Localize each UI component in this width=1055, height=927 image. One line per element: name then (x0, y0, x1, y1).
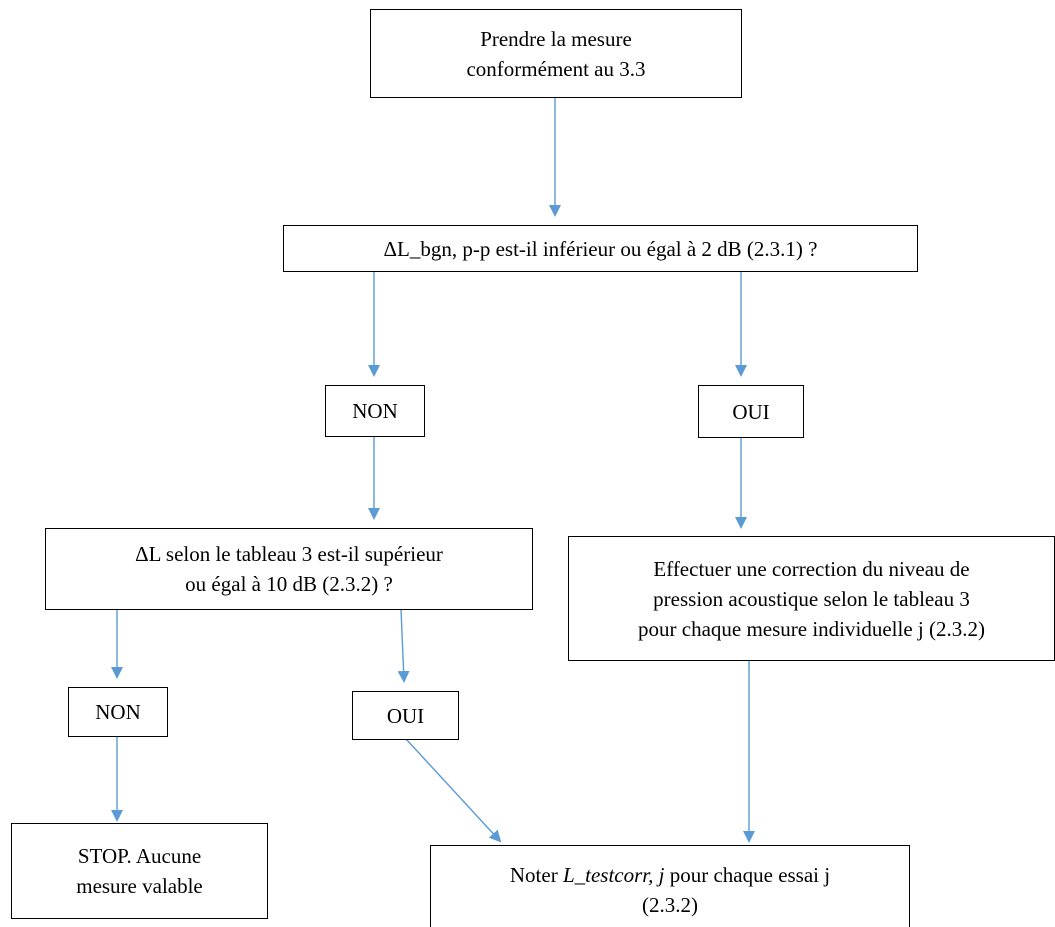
no2-text: NON (95, 700, 141, 724)
start-box: Prendre la mesure conformément au 3.3 (370, 9, 742, 98)
question2-line-2: ou égal à 10 dB (2.3.2) ? (185, 572, 393, 596)
arrow-yes2-to-note (405, 738, 502, 843)
no2-box: NON (68, 687, 168, 737)
note-line-1: Noter L_testcorr, j pour chaque essai j (510, 860, 830, 890)
stop-line-2: mesure valable (76, 874, 203, 898)
start-line-2: conformément au 3.3 (466, 56, 646, 81)
yes1-box: OUI (698, 385, 804, 438)
note-prefix: Noter (509, 863, 563, 887)
note-italic-variable: L_testcorr, j (562, 863, 665, 887)
correction-line-1: Effectuer une correction du niveau de (653, 556, 970, 581)
correction-box: Effectuer une correction du niveau de pr… (568, 536, 1055, 661)
question2-line-1: ΔL selon le tableau 3 est-il supérieur (135, 542, 443, 566)
note-suffix: pour chaque essai j (664, 863, 831, 887)
no1-text: NON (352, 399, 398, 423)
no1-box: NON (325, 385, 425, 437)
question2-box: ΔL selon le tableau 3 est-il supérieur o… (45, 528, 533, 610)
arrow-question2-to-yes2 (397, 608, 410, 683)
correction-line-2: pression acoustique selon le tableau 3 (653, 586, 970, 611)
yes2-text: OUI (386, 703, 425, 728)
yes1-text: OUI (732, 399, 770, 424)
note-line-2: (2.3.2) (642, 893, 698, 917)
start-line-1: Prendre la mesure (480, 26, 632, 51)
stop-box: STOP. Aucune mesure valable (11, 823, 268, 919)
question1-box: ΔL_bgn, p-p est-il inférieur ou égal à 2… (283, 225, 918, 272)
stop-line-1: STOP. Aucune (77, 844, 202, 868)
question1-text: ΔL_bgn, p-p est-il inférieur ou égal à 2… (383, 236, 818, 261)
correction-line-3: pour chaque mesure individuelle j (2.3.2… (638, 616, 985, 641)
yes2-box: OUI (352, 691, 459, 740)
note-box: Noter L_testcorr, j pour chaque essai j … (430, 845, 910, 927)
